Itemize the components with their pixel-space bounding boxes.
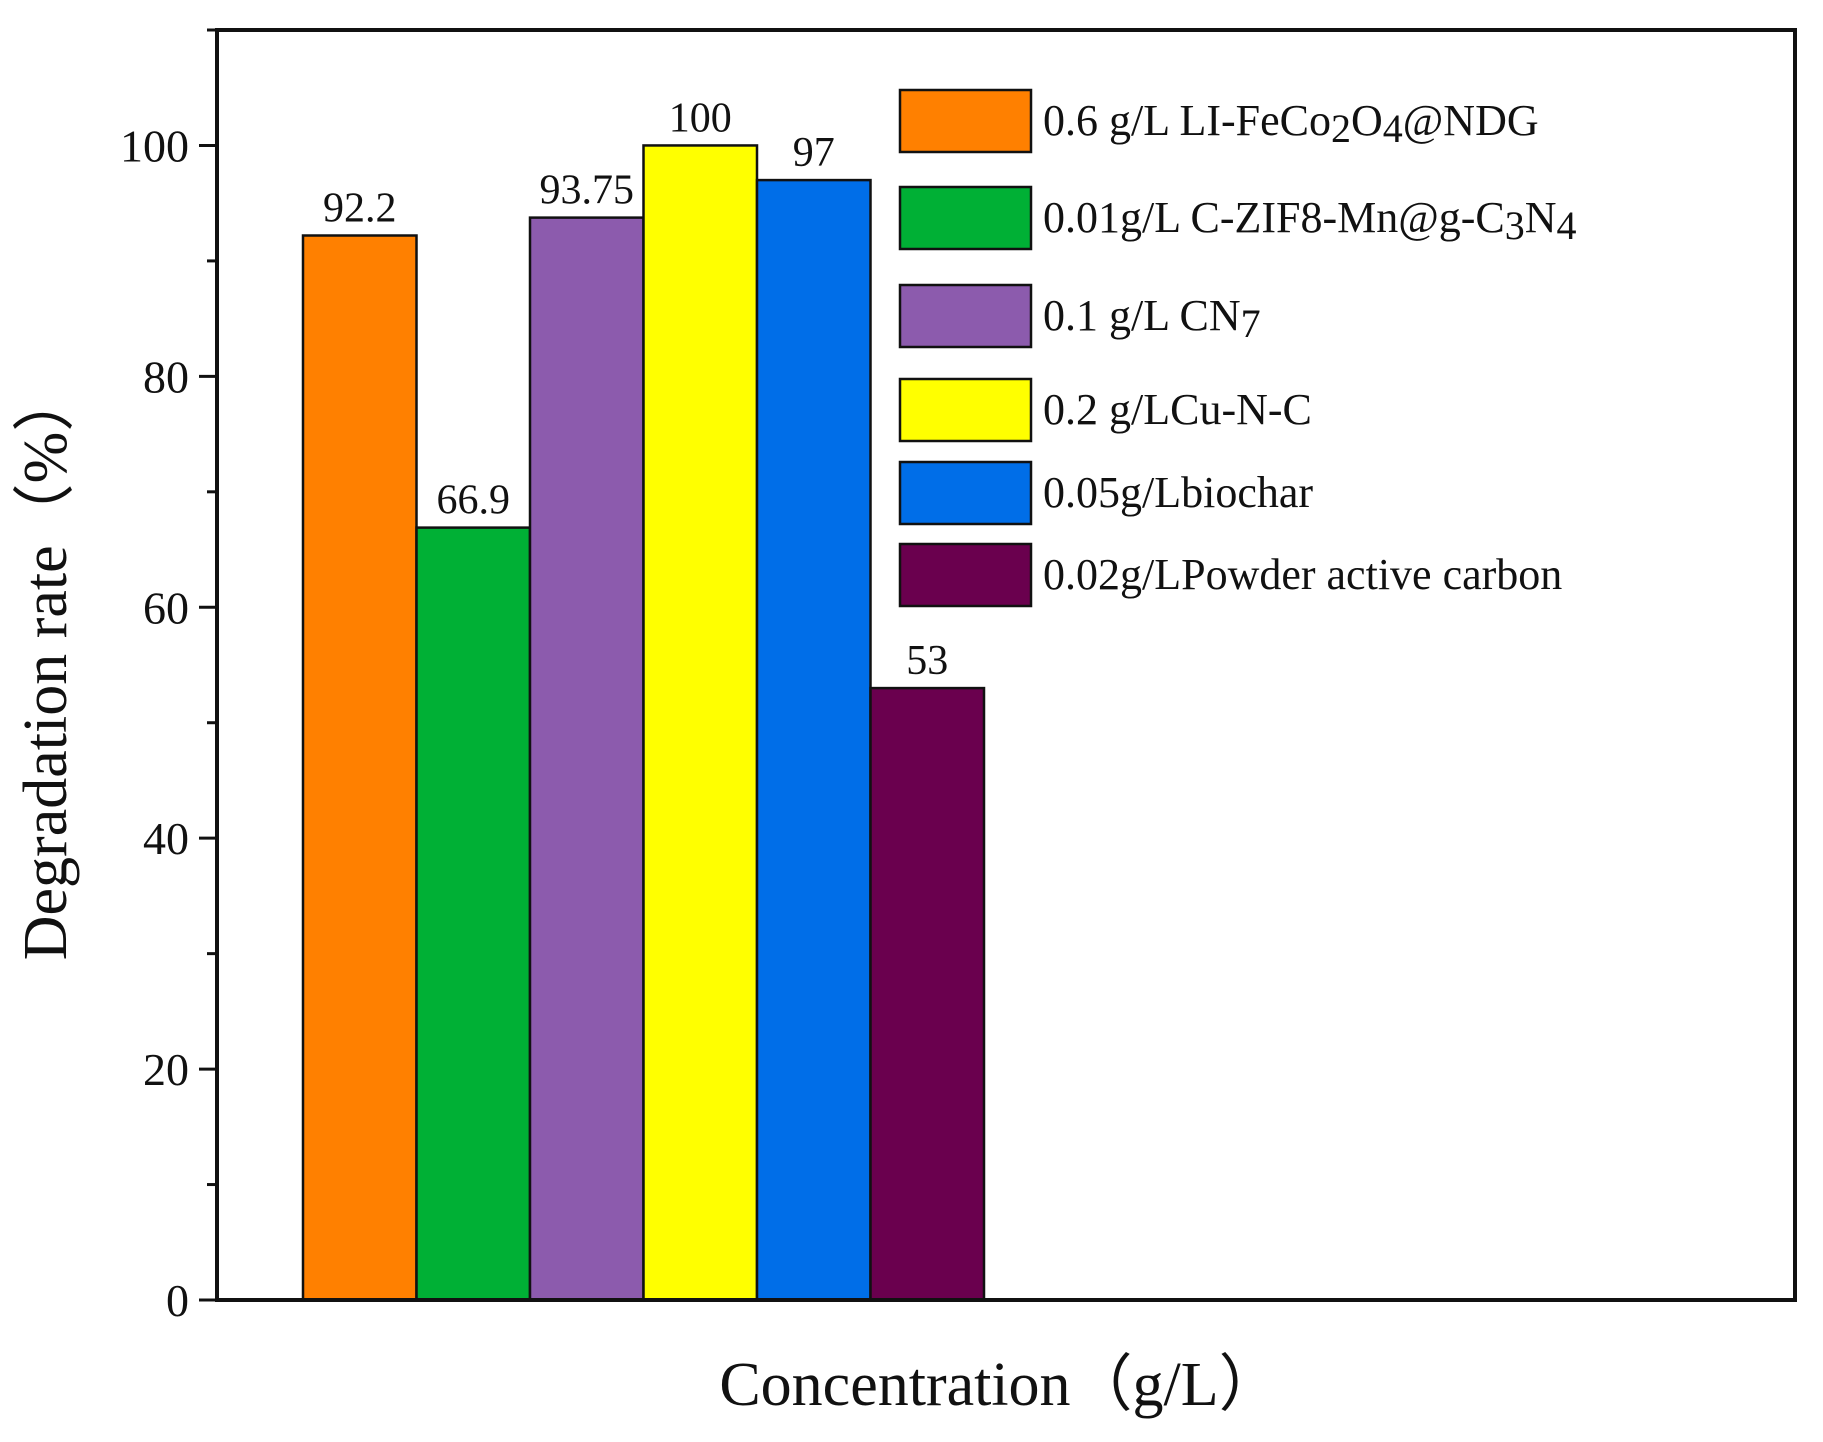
x-axis-title: Concentration（g/L）	[719, 1351, 1280, 1419]
legend: 0.6 g/L LI-FeCo2O4@NDG 0.01g/L C-ZIF8-Mn@…	[898, 88, 1577, 608]
legend-swatch-1	[898, 88, 1033, 154]
legend-swatch-2	[898, 185, 1033, 251]
y-tick-label: 0	[166, 1275, 189, 1326]
legend-label-1: 0.6 g/L LI-FeCo2O4@NDG	[1043, 96, 1539, 151]
bar-1	[301, 234, 418, 1302]
bar-2	[415, 526, 532, 1302]
bars-group	[301, 144, 986, 1302]
legend-swatch-6	[898, 542, 1033, 608]
plot-frame	[215, 28, 1797, 1302]
y-tick-label: 80	[143, 351, 189, 402]
y-tick-label: 100	[120, 120, 189, 171]
bar-3	[528, 216, 645, 1302]
y-tick-label: 60	[143, 582, 189, 633]
y-tick-label: 40	[143, 813, 189, 864]
data-label-3: 93.75	[540, 168, 635, 214]
data-label-1: 92.2	[323, 186, 397, 232]
legend-swatch-3	[898, 283, 1033, 349]
y-axis-title: Degradation rate（%）	[12, 370, 80, 960]
data-label-2: 66.9	[437, 478, 511, 524]
data-labels-group: 92.2 66.9 93.75 100 97 53	[323, 95, 948, 684]
legend-label-3: 0.1 g/L CN7	[1043, 291, 1261, 346]
legend-label-4: 0.2 g/LCu-N-C	[1043, 385, 1312, 434]
axes-group: 0 20 40 60 80 100 Concentration（g/L） Degradatio…	[12, 28, 1797, 1419]
legend-swatch-5	[898, 460, 1033, 526]
bar-5	[755, 178, 872, 1302]
legend-label-5: 0.05g/Lbiochar	[1043, 468, 1313, 517]
legend-label-6: 0.02g/LPowder active carbon	[1043, 550, 1562, 599]
legend-label-2: 0.01g/L C-ZIF8-Mn@g-C3N4	[1043, 193, 1577, 248]
data-label-5: 97	[793, 130, 835, 176]
bar-4	[642, 144, 759, 1302]
bar-6	[869, 686, 986, 1302]
data-label-4: 100	[669, 95, 732, 141]
y-tick-label: 20	[143, 1044, 189, 1095]
data-label-6: 53	[906, 638, 948, 684]
legend-swatch-4	[898, 377, 1033, 443]
